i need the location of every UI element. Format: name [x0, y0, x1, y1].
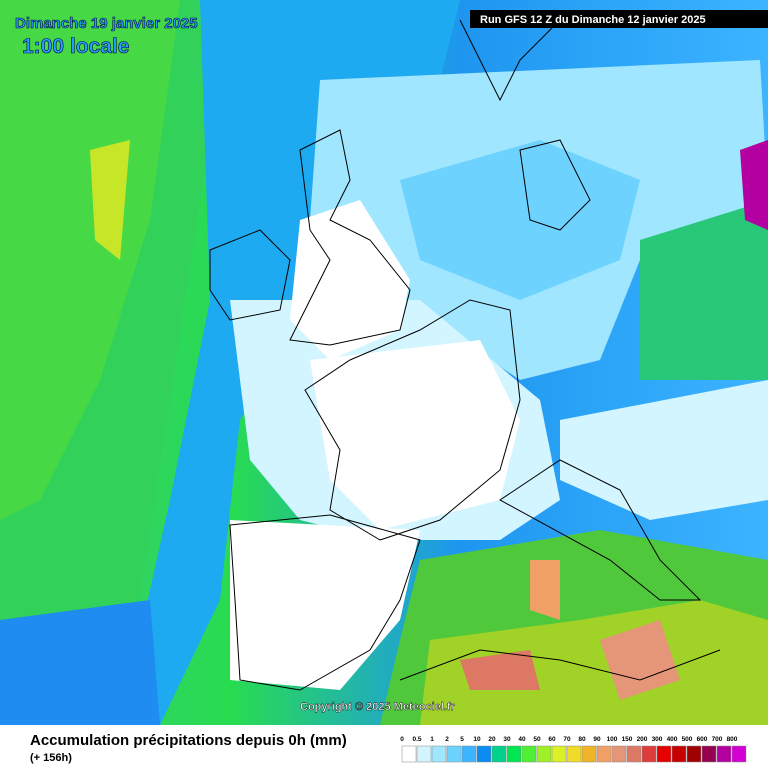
- legend-swatch: [641, 745, 657, 763]
- copyright: Copyright © 2025 Meteociel.fr: [300, 701, 456, 713]
- map-time: 1:00 locale: [22, 35, 129, 58]
- legend-label: 800: [727, 736, 738, 743]
- legend-label: 5: [460, 736, 464, 743]
- legend-label: 200: [637, 736, 648, 743]
- legend-swatch: [731, 745, 747, 763]
- header: Dimanche 19 janvier 2025 1:00 locale: [15, 15, 198, 59]
- legend-label: 300: [652, 736, 663, 743]
- legend-swatch: [581, 745, 597, 763]
- legend-swatch: [401, 745, 417, 763]
- legend-swatch: [701, 745, 717, 763]
- legend-label: 20: [488, 736, 496, 743]
- legend-label: 90: [593, 736, 601, 743]
- legend-swatch: [551, 745, 567, 763]
- legend-label: 40: [518, 736, 526, 743]
- legend-swatch: [656, 745, 672, 763]
- legend-label: 1: [430, 736, 434, 743]
- legend-label: 500: [682, 736, 693, 743]
- legend-label: 100: [607, 736, 618, 743]
- legend-label: 60: [548, 736, 556, 743]
- legend-label: 150: [622, 736, 633, 743]
- map-field: [0, 0, 768, 725]
- legend-label: 30: [503, 736, 511, 743]
- legend: 0 0.5 1 2 5 10 20 30 40 50 60 70 80 90 100 150 200 300 400…: [400, 736, 747, 763]
- legend-label: 70: [563, 736, 571, 743]
- footer-subtitle: (+ 156h): [30, 752, 72, 764]
- legend-swatch: [686, 745, 702, 763]
- legend-label: 80: [578, 736, 586, 743]
- legend-swatch: [626, 745, 642, 763]
- legend-label: 0: [400, 736, 404, 743]
- legend-swatch: [476, 745, 492, 763]
- legend-swatch: [461, 745, 477, 763]
- legend-label: 700: [712, 736, 723, 743]
- legend-swatch: [521, 745, 537, 763]
- footer-title: Accumulation précipitations depuis 0h (m…: [30, 732, 347, 749]
- legend-swatch: [566, 745, 582, 763]
- legend-swatch: [596, 745, 612, 763]
- map-date: Dimanche 19 janvier 2025: [15, 15, 198, 32]
- legend-swatch: [611, 745, 627, 763]
- legend-label: 10: [473, 736, 481, 743]
- legend-label: 0.5: [412, 736, 421, 743]
- legend-swatch: [446, 745, 462, 763]
- legend-swatch: [431, 745, 447, 763]
- coastlines: [209, 19, 721, 691]
- legend-label: 400: [667, 736, 678, 743]
- legend-swatch: [536, 745, 552, 763]
- legend-label: 50: [533, 736, 541, 743]
- run-info: Run GFS 12 Z du Dimanche 12 janvier 2025: [480, 14, 706, 26]
- run-banner: [470, 10, 768, 28]
- legend-swatch: [491, 745, 507, 763]
- legend-label: 600: [697, 736, 708, 743]
- legend-swatch: [671, 745, 687, 763]
- legend-swatch: [416, 745, 432, 763]
- legend-swatch: [716, 745, 732, 763]
- legend-swatch: [506, 745, 522, 763]
- legend-label: 2: [445, 736, 449, 743]
